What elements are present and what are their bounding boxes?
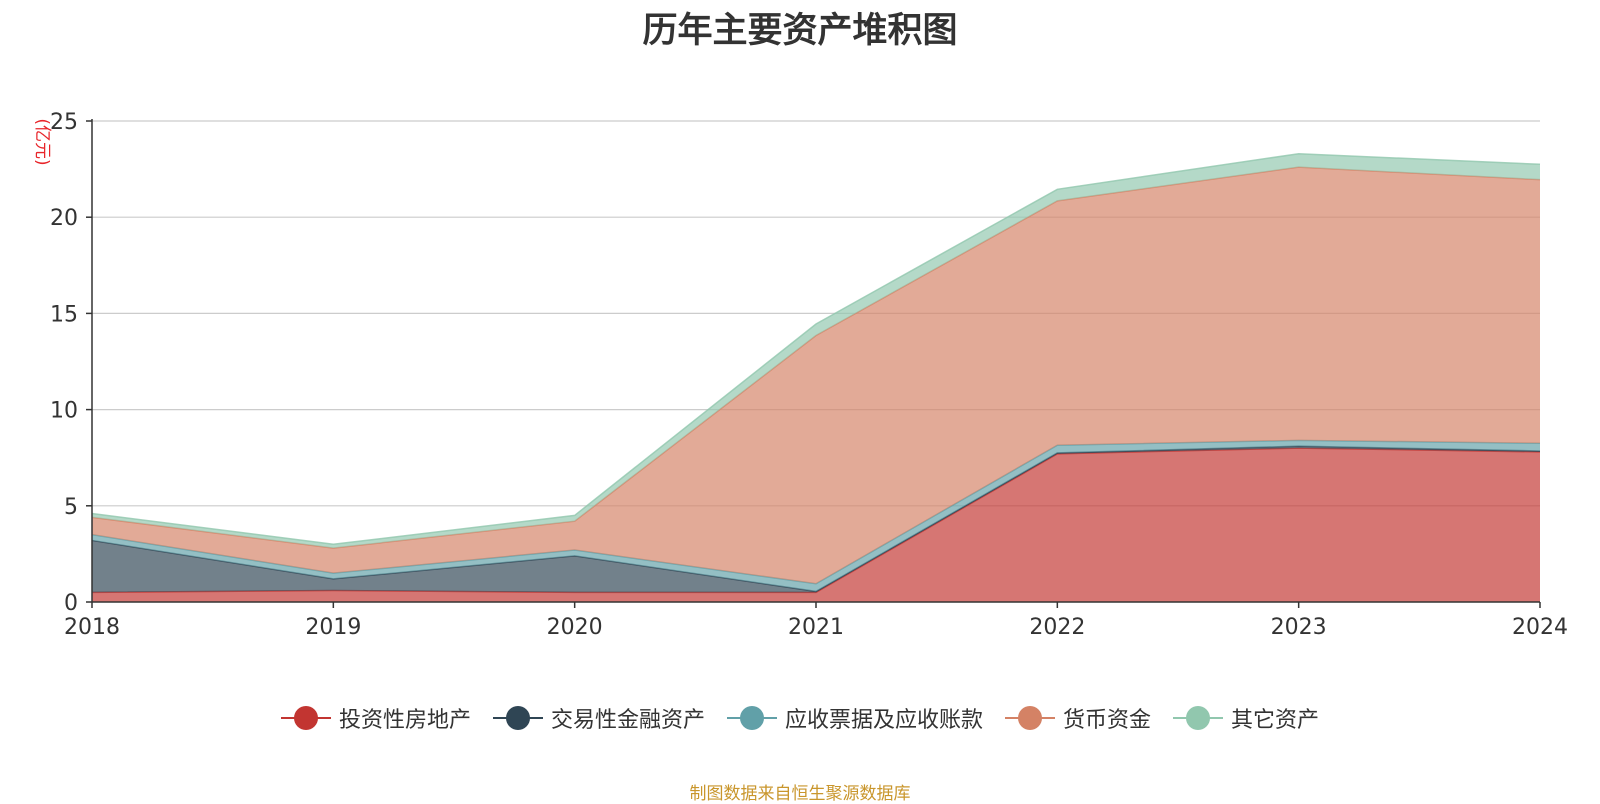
legend-label: 投资性房地产 [338, 708, 471, 733]
legend-marker [280, 705, 331, 731]
area-series-2 [92, 446, 1540, 593]
legend: 投资性房地产 交易性金融资产 应收票据及应收账款 货币资金 其它资产 [0, 702, 1600, 734]
tick-labels: 0 5 10 15 20 25 2018 2019 2020 2021 2022 2023 2024 [50, 110, 1568, 640]
y-tick-label: 0 [64, 591, 78, 616]
legend-marker [726, 705, 777, 731]
legend-label: 货币资金 [1063, 708, 1152, 733]
legend-marker [1005, 705, 1055, 731]
legend-item[interactable]: 交易性金融资产 [492, 702, 705, 734]
legend-item[interactable]: 货币资金 [1005, 702, 1151, 734]
x-tick-label: 2024 [1512, 615, 1568, 640]
y-tick-label: 15 [50, 302, 78, 327]
x-tick-label: 2023 [1271, 615, 1327, 640]
x-tick-label: 2019 [305, 615, 361, 640]
y-tick-label: 5 [64, 495, 78, 520]
y-axis-unit-label: (亿元) [32, 118, 52, 165]
legend-item[interactable]: 其它资产 [1173, 702, 1319, 734]
x-tick-label: 2018 [64, 615, 120, 640]
x-tick-label: 2022 [1029, 615, 1085, 640]
source-note: 制图数据来自恒生聚源数据库 [689, 784, 911, 804]
area-series [91, 152, 1541, 602]
chart-title: 历年主要资产堆积图 [642, 11, 958, 51]
legend-label: 交易性金融资产 [550, 708, 705, 733]
legend-item[interactable]: 应收票据及应收账款 [726, 702, 983, 734]
legend-label: 其它资产 [1231, 708, 1320, 733]
y-tick-label: 25 [50, 110, 78, 135]
y-tick-label: 10 [50, 399, 78, 424]
legend-marker [1173, 705, 1224, 731]
axes [86, 119, 1541, 608]
legend-label: 应收票据及应收账款 [784, 708, 983, 733]
area-series-5-line [91, 152, 1541, 546]
legend-item[interactable]: 投资性房地产 [280, 702, 471, 734]
y-tick-label: 20 [50, 206, 78, 231]
legend-marker [492, 705, 543, 731]
x-tick-label: 2021 [788, 615, 844, 640]
area-series-1 [92, 448, 1540, 602]
area-series-4 [92, 167, 1540, 584]
x-tick-label: 2020 [547, 615, 603, 640]
